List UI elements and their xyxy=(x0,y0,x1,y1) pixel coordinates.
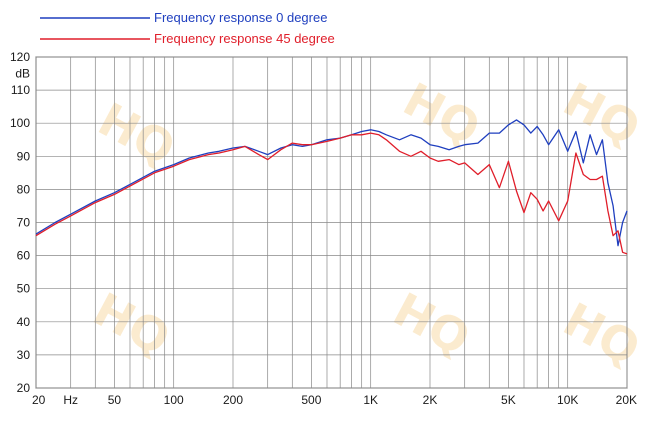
x-tick-label: 1K xyxy=(363,393,378,407)
x-tick-label: 500 xyxy=(301,393,321,407)
y-tick-label: 30 xyxy=(17,348,31,362)
x-tick-label: 5K xyxy=(501,393,516,407)
series-line-45-degree xyxy=(35,132,628,255)
x-axis-tick-labels: 20 50 100 200 500 1K 2K 5K 10K 20K xyxy=(32,393,637,407)
watermark-text: HQ xyxy=(90,92,184,176)
grid-lines xyxy=(35,56,628,389)
x-tick-label: 50 xyxy=(108,393,122,407)
y-axis-tick-labels: 20 30 40 50 60 70 80 90 100 110 120 xyxy=(10,50,30,395)
y-tick-label: 80 xyxy=(17,182,31,196)
series-line-0-degree xyxy=(35,119,628,247)
watermark-text: HQ xyxy=(555,72,649,156)
y-tick-label: 100 xyxy=(10,116,30,130)
x-tick-label: 2K xyxy=(423,393,438,407)
y-axis-label: dB xyxy=(15,67,30,81)
series-lines xyxy=(35,119,628,255)
x-tick-label: 20 xyxy=(32,393,46,407)
y-tick-label: 120 xyxy=(10,50,30,64)
legend-label-0-degree: Frequency response 0 degree xyxy=(154,10,327,25)
y-tick-label: 40 xyxy=(17,315,31,329)
watermark-text: HQ xyxy=(555,292,649,376)
x-tick-label: 100 xyxy=(164,393,184,407)
y-tick-label: 90 xyxy=(17,149,31,163)
legend-label-45-degree: Frequency response 45 degree xyxy=(154,31,335,46)
x-axis-unit-label: Hz xyxy=(63,393,78,407)
y-tick-label: 70 xyxy=(17,216,31,230)
x-tick-label: 200 xyxy=(223,393,243,407)
y-tick-label: 60 xyxy=(17,249,31,263)
x-tick-label: 20K xyxy=(616,393,637,407)
y-tick-label: 20 xyxy=(17,381,31,395)
legend: Frequency response 0 degree Frequency re… xyxy=(40,10,335,46)
y-tick-label: 50 xyxy=(17,282,31,296)
y-tick-label: 110 xyxy=(11,83,30,97)
x-tick-label: 10K xyxy=(557,393,578,407)
